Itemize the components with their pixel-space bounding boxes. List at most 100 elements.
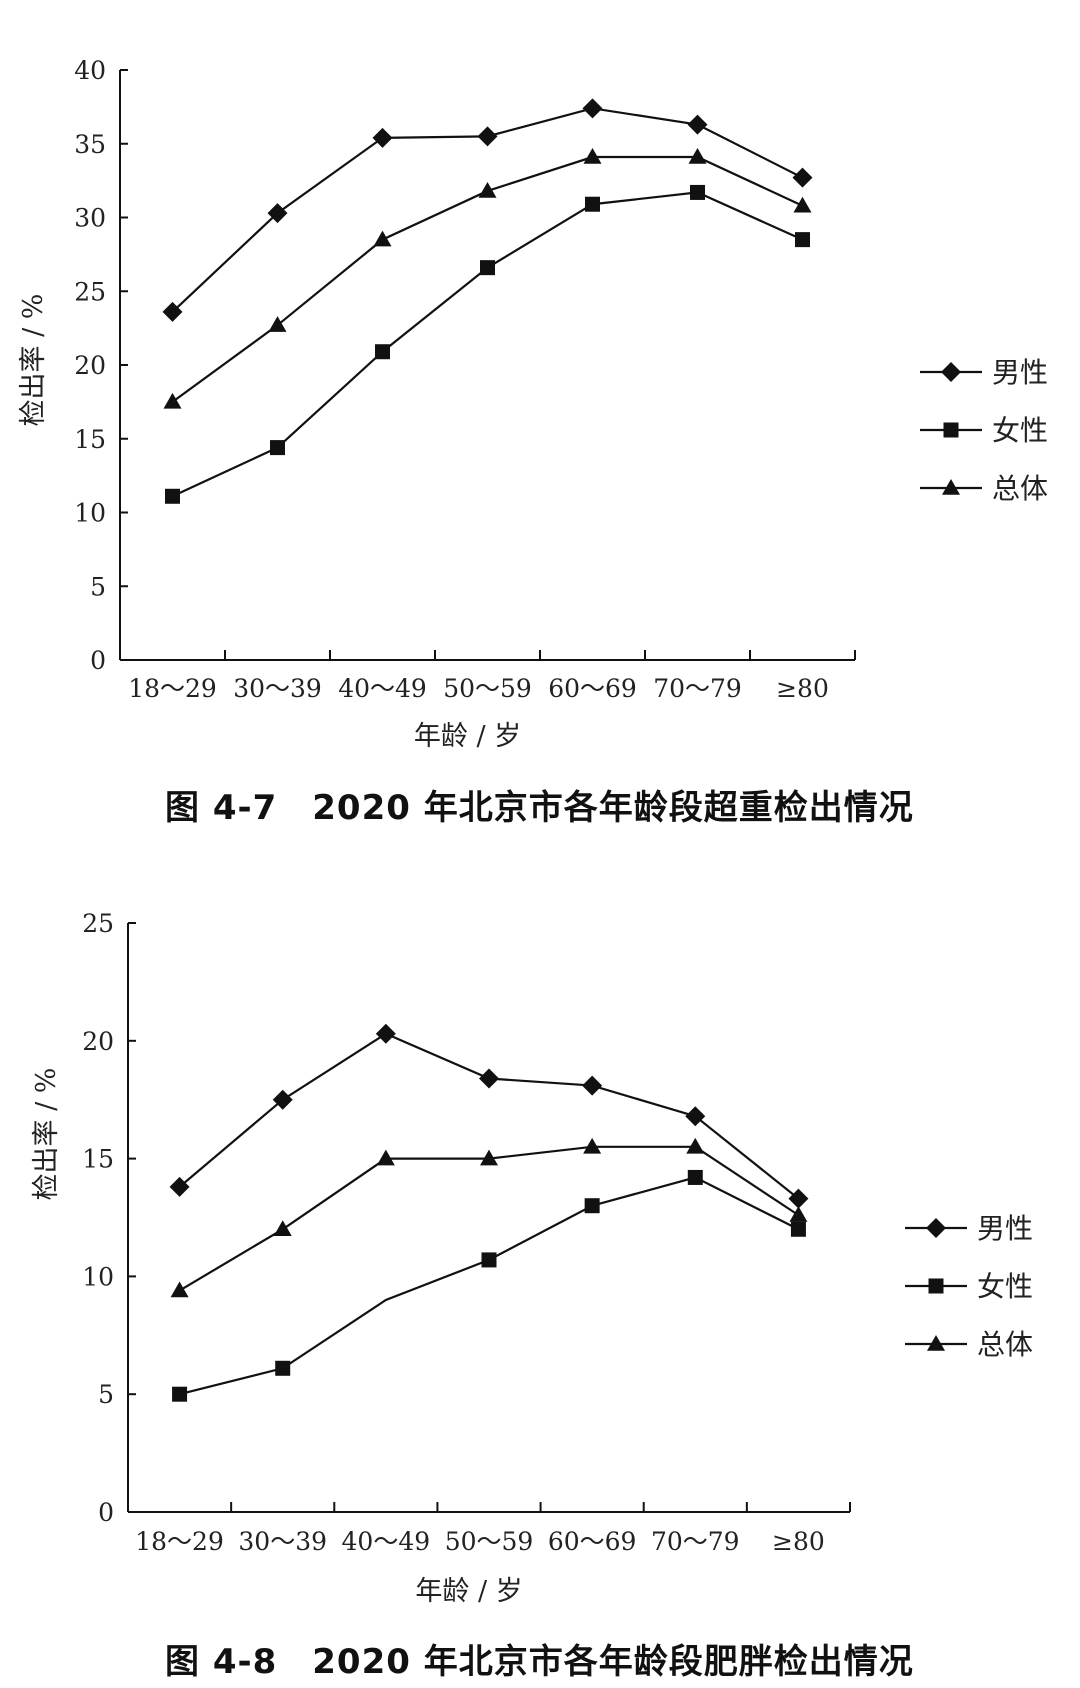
data-point [792,167,813,188]
data-point [688,148,707,164]
legend-marker [927,1335,945,1351]
legend-marker [942,479,960,495]
y-tick-label: 30 [74,204,106,233]
data-point [788,1188,809,1209]
data-point [584,1198,600,1214]
data-point [477,126,498,147]
series-triangle [170,1137,808,1298]
data-point [690,184,705,200]
legend-label: 男性 [977,1212,1033,1245]
legend-label: 女性 [977,1270,1033,1303]
x-tick-label: ≥80 [772,1527,825,1556]
x-tick-label: 40～49 [342,1527,431,1556]
x-axis-title: 年龄 / 岁 [415,1576,522,1607]
series-line [172,191,803,498]
data-point [789,1206,808,1222]
y-tick-label: 0 [90,646,106,675]
y-axis-title: 检出率 / % [31,1068,62,1201]
x-tick-label: 40～49 [338,674,427,703]
y-tick-label: 0 [98,1498,114,1527]
data-point [583,148,602,164]
data-point [375,1023,396,1044]
chart-overweight: 0 5 10 15 20 25 30 35 40 18～29 30～39 40～49 50～59 60～6… [18,56,1048,752]
data-point [793,196,812,213]
series-square [172,1169,806,1402]
legend-label: 总体 [977,1328,1033,1361]
data-point [275,1360,291,1376]
series-diamond [169,1023,809,1209]
data-point [165,488,180,504]
series-line [179,1145,800,1292]
data-point [162,301,183,322]
data-point [273,1220,292,1237]
axes [127,922,851,1513]
data-point [272,1089,293,1110]
legend-label: 男性 [992,356,1048,389]
x-axis-title: 年龄 / 岁 [414,721,521,752]
legend-marker [941,362,961,382]
figure-caption: 图 4-8 2020 年北京市各年龄段肥胖检出情况 [165,1642,914,1682]
series-line [178,1032,800,1200]
data-point [685,1106,706,1127]
figure-obesity: 0 5 10 15 20 25 18～29 30～39 40～49 50～59 60～69 70～79… [0,844,1080,1688]
y-tick-label: 15 [82,1145,114,1174]
data-point [790,1221,806,1237]
x-tick-label: 30～39 [238,1527,327,1556]
data-point [480,260,495,276]
x-tick-label: 70～79 [651,1527,740,1556]
data-point [270,440,285,456]
series-square [165,184,810,504]
data-point [479,1068,499,1089]
data-point [687,1169,703,1185]
data-point [585,196,600,212]
y-axis-title: 检出率 / % [18,294,49,427]
data-point [481,1252,497,1268]
y-tick-label: 5 [98,1380,114,1409]
legend-label: 女性 [992,414,1048,447]
figure-overweight: 0 5 10 15 20 25 30 35 40 18～29 30～39 40～49 50～59 60～6… [18,56,1048,828]
x-tick-label: 60～69 [548,674,637,703]
y-tick-label: 15 [74,425,106,454]
x-tick-label: ≥80 [776,674,829,703]
y-tick-label: 40 [74,56,106,85]
y-tick-label: 10 [74,499,106,528]
y-tick-label: 20 [82,1027,114,1056]
legend-marker [926,1218,946,1238]
data-point [686,1137,705,1154]
y-tick-label: 25 [74,277,106,306]
data-point [372,127,393,148]
axes [119,69,856,661]
y-tick-label: 5 [90,572,106,601]
x-tick-label: 18～29 [135,1527,224,1556]
series-triangle [163,148,812,409]
data-point [795,232,810,248]
x-tick-label: 60～69 [548,1527,637,1556]
data-point [163,392,182,409]
data-point [375,344,390,360]
x-tick-label: 70～79 [653,674,742,703]
y-tick-label: 35 [74,130,106,159]
data-point [170,1281,189,1298]
series-line [179,1176,799,1396]
legend-marker [928,1278,944,1294]
y-tick-label: 10 [82,1262,114,1291]
legend-marker [943,422,959,438]
data-point [582,1075,603,1096]
data-point [373,230,392,247]
x-tick-label: 50～59 [443,674,532,703]
data-point [267,203,288,224]
figure-caption: 图 4-7 2020 年北京市各年龄段超重检出情况 [165,788,914,828]
data-point [687,114,708,135]
data-point [268,316,287,332]
data-point [478,181,497,198]
series-diamond [162,98,813,322]
legend-label: 总体 [992,472,1048,505]
data-point [582,98,603,119]
y-tick-label: 25 [82,909,114,938]
data-point [172,1386,188,1402]
y-tick-label: 20 [74,351,106,380]
data-point [376,1149,395,1166]
data-point [169,1176,190,1197]
